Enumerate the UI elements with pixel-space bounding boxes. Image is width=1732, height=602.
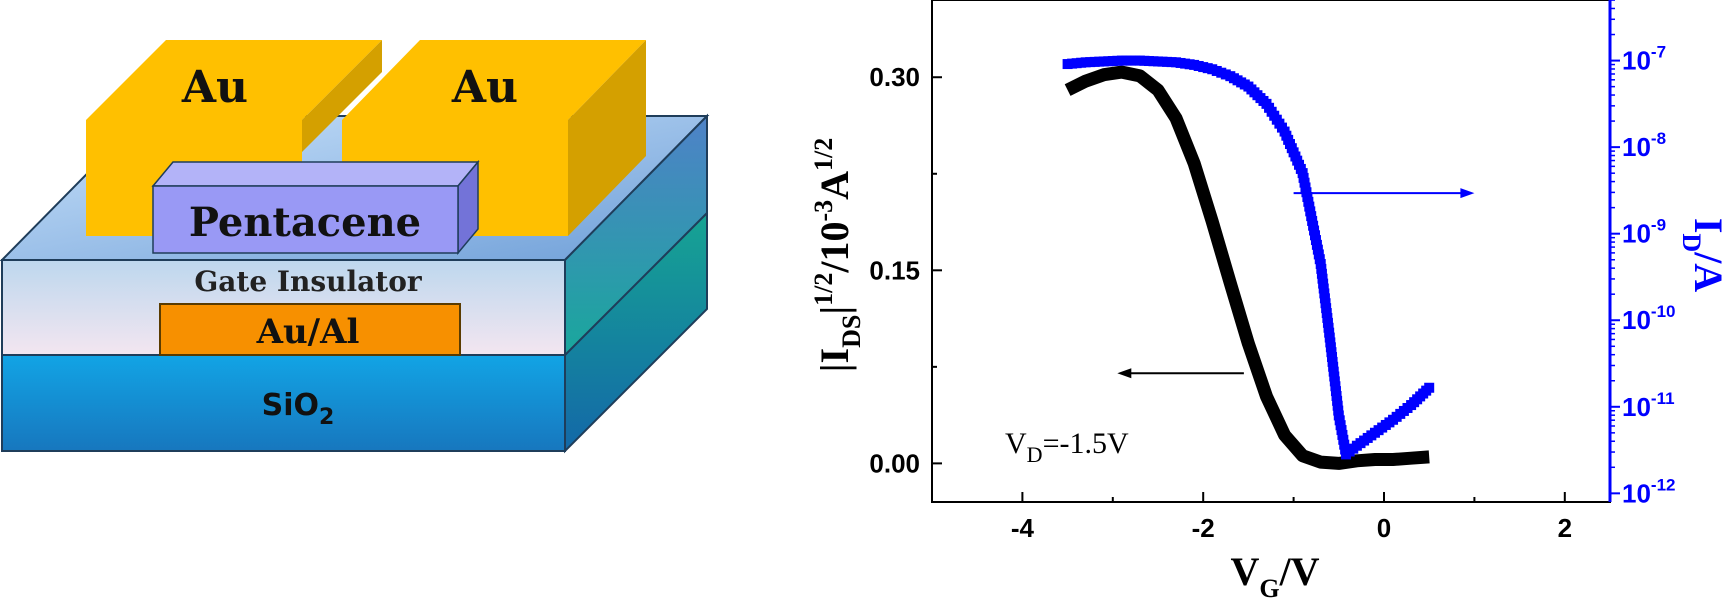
pentacene-label: Pentacene <box>189 199 421 246</box>
right-y-tick-label: 10-10 <box>1622 302 1676 335</box>
right-y-tick-label: 10-12 <box>1622 475 1676 508</box>
gate-insulator-label: Gate Insulator <box>194 265 423 298</box>
substrate-label: SiO2 <box>262 388 335 430</box>
left-y-tick-label: 0.30 <box>869 62 920 92</box>
right-y-tick-label: 10-8 <box>1622 129 1666 162</box>
x-tick-label: 0 <box>1377 513 1391 543</box>
substrate-layer <box>1 210 708 454</box>
svg-text:ID/A: ID/A <box>1677 218 1731 292</box>
right-y-tick-label: 10-11 <box>1622 389 1675 422</box>
gate-electrode <box>159 303 461 356</box>
x-tick-label: -4 <box>1011 513 1035 543</box>
direction-arrows <box>1117 188 1475 379</box>
drain-label: Au <box>451 62 518 113</box>
svg-text:|IDS|1/2/10-3A1/2: |IDS|1/2/10-3A1/2 <box>809 138 866 373</box>
plot-frame <box>931 0 1611 503</box>
device-schematic: Au Au Pentacene Gate Insulator Au/Al SiO… <box>0 40 710 454</box>
left-y-tick-label: 0.15 <box>869 255 920 285</box>
right-y-tick-label: 10-9 <box>1622 216 1666 249</box>
right-y-tick-label: 10-7 <box>1622 43 1666 76</box>
drain-voltage-annotation: VD=-1.5V <box>1005 427 1129 467</box>
left-y-tick-label: 0.00 <box>869 448 920 478</box>
right-y-axis-title: ID/A <box>1677 218 1731 292</box>
sqrt-current-curve <box>1064 65 1430 470</box>
left-y-axis-title: |IDS|1/2/10-3A1/2 <box>809 138 866 373</box>
pentacene-layer <box>151 159 480 256</box>
x-axis-title: VG/V <box>1230 549 1319 602</box>
x-tick-label: -2 <box>1192 513 1215 543</box>
x-tick-label: 2 <box>1558 513 1572 543</box>
source-label: Au <box>181 62 248 113</box>
data-series <box>1062 55 1435 470</box>
left-axis-arrowhead <box>1117 368 1132 379</box>
gate-label: Au/Al <box>256 312 360 352</box>
left-y-axis: 0.00 0.15 0.30 <box>869 62 942 478</box>
drain-current-marker <box>1424 382 1435 393</box>
x-axis: -4 -2 0 2 <box>931 492 1572 543</box>
right-y-axis: 10-12 10-11 10-10 10-9 10-8 10-7 <box>1608 0 1676 508</box>
right-axis-arrowhead <box>1460 188 1475 199</box>
